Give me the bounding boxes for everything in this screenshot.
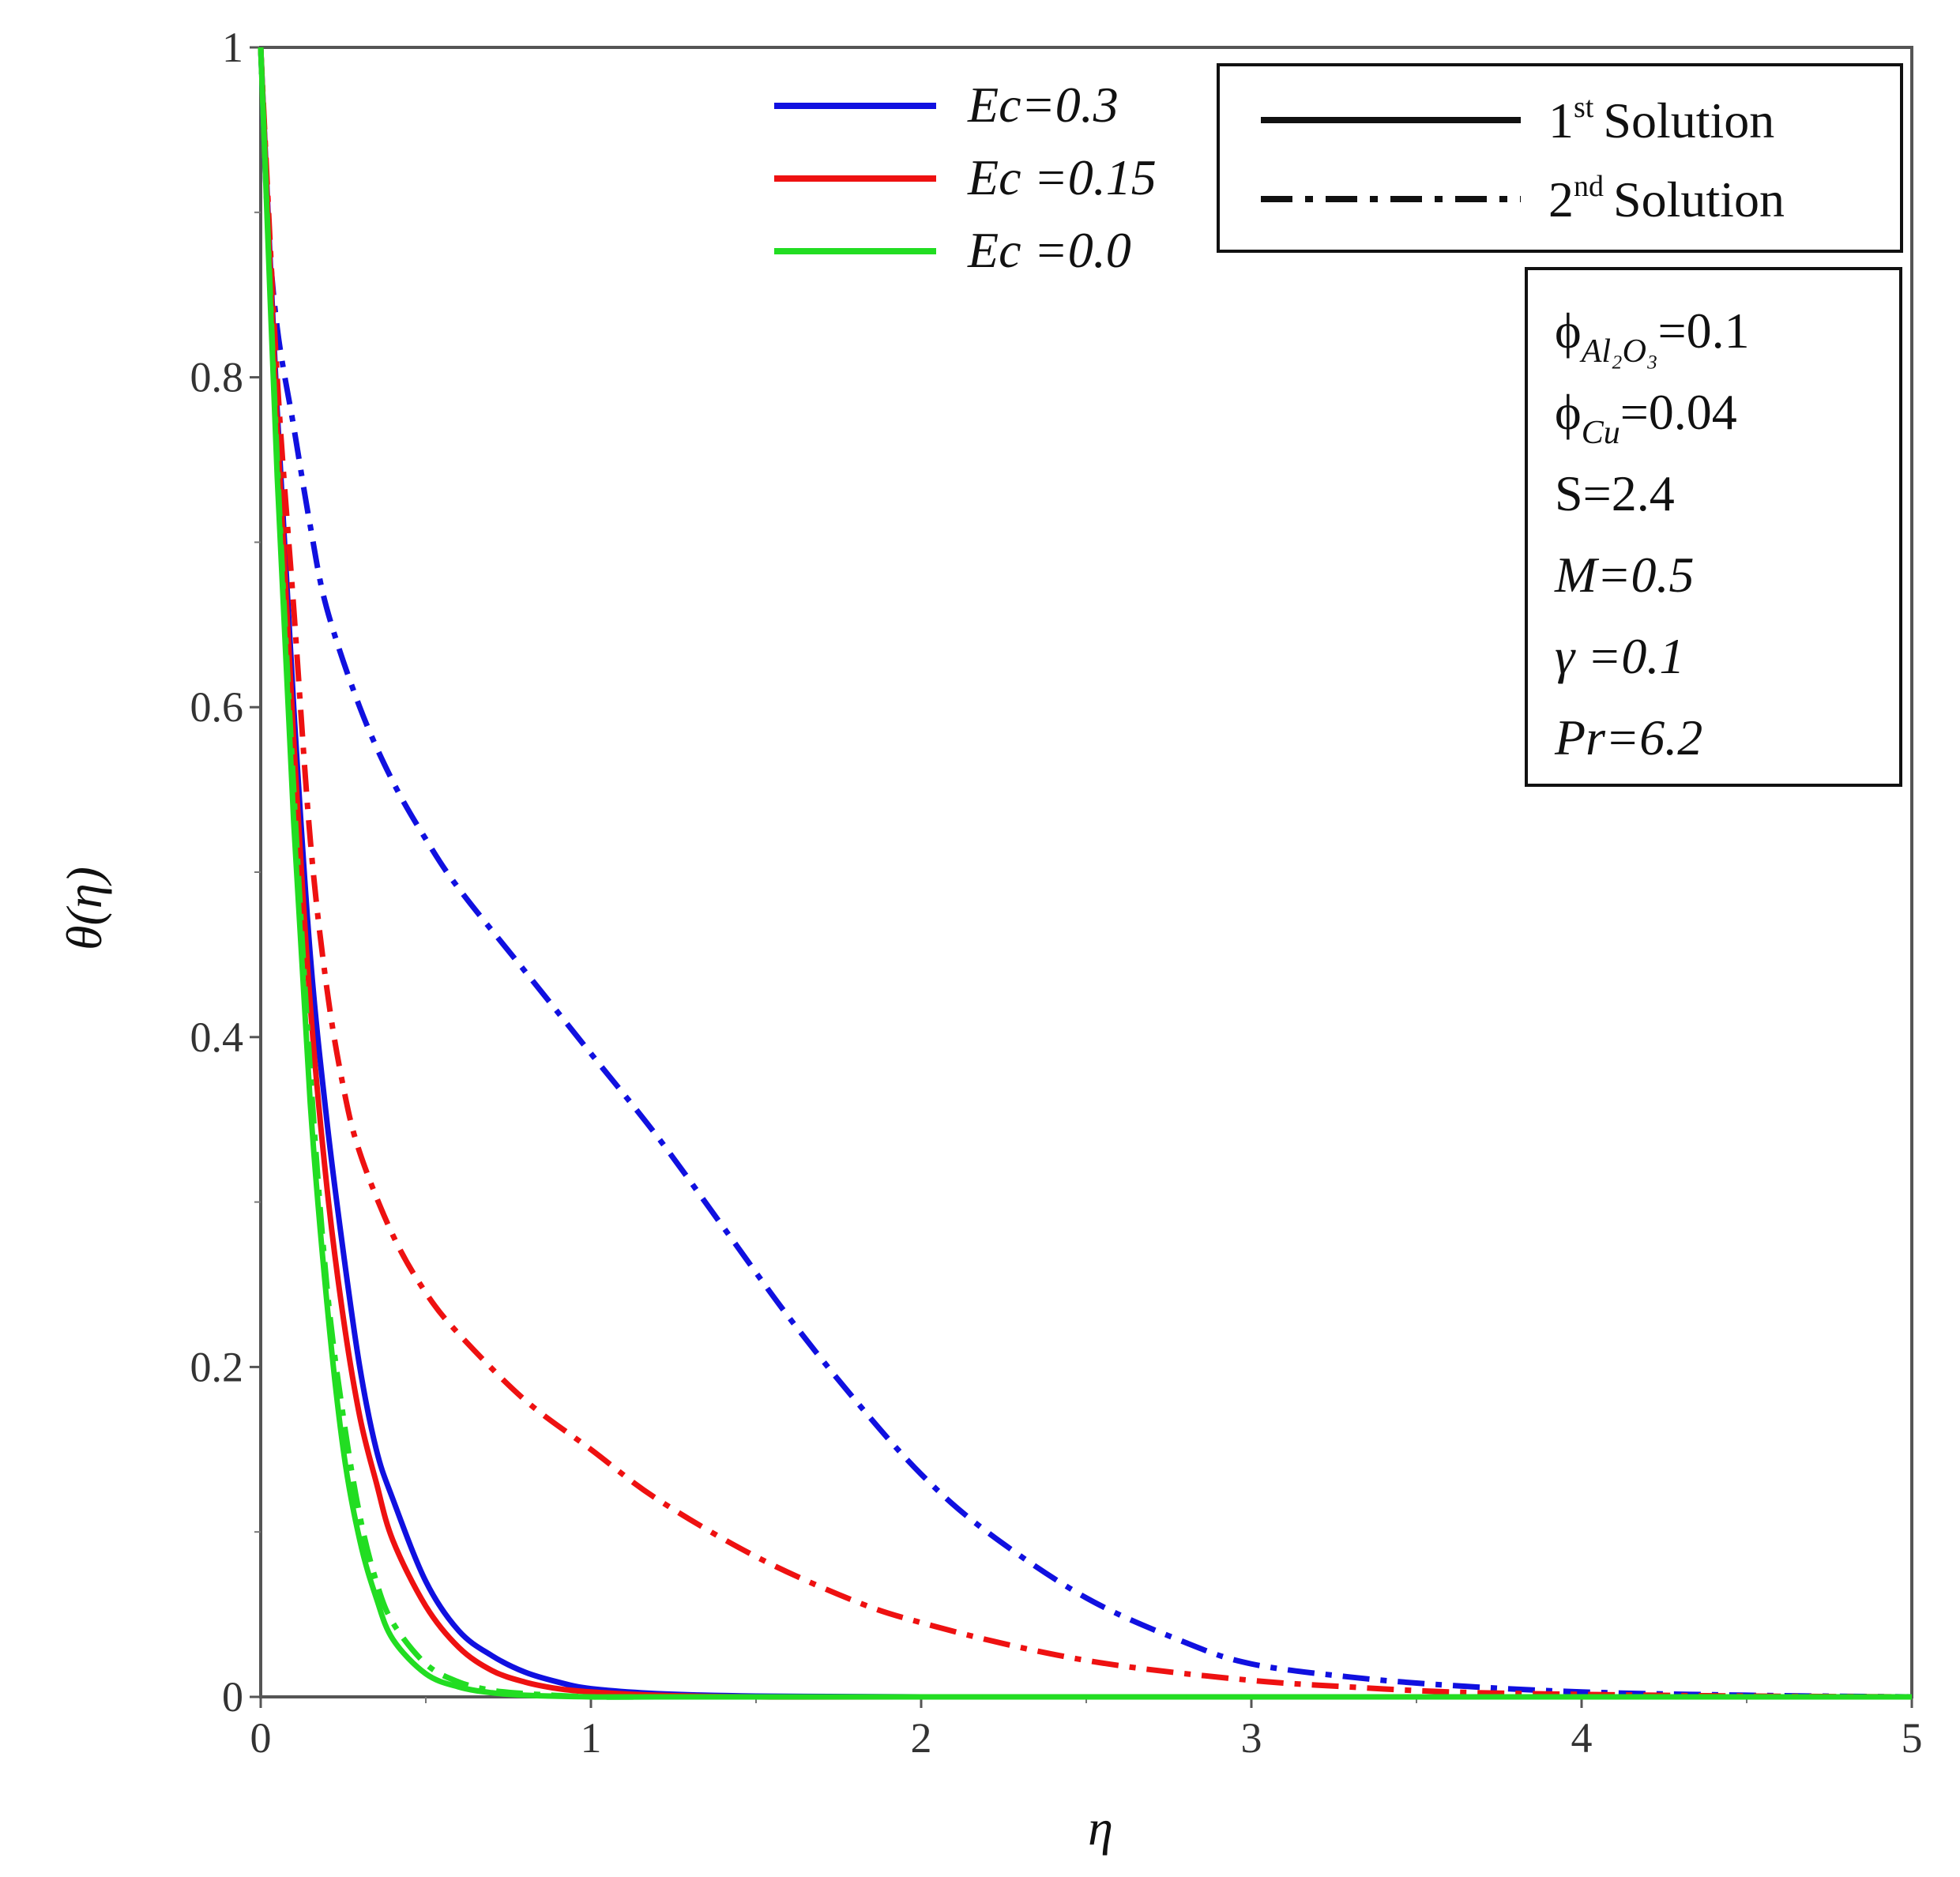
x-tick-label: 3 [1241, 1714, 1262, 1762]
parameter-label: M=0.5 [1554, 547, 1695, 603]
parameter-label: γ =0.1 [1555, 628, 1684, 684]
parameter-box: ϕAl₂O₃=0.1 ϕCu=0.04 S=2.4 M=0.5 γ =0.1 Pr=6.2 [1525, 267, 1902, 787]
y-tick-label: 0.2 [190, 1343, 244, 1390]
legend-solution: 1st Solution 2nd Solution [1217, 63, 1903, 253]
x-tick-label: 2 [911, 1714, 932, 1762]
x-axis-ticks: 0 1 2 3 4 5 [250, 1697, 1923, 1762]
parameter-label: Pr=6.2 [1554, 709, 1702, 765]
parameter-box-frame [1525, 267, 1902, 787]
series-layer [258, 47, 1913, 1700]
parameter-label: S=2.4 [1555, 465, 1675, 521]
legend-solution-box [1217, 63, 1903, 253]
x-tick-label: 4 [1571, 1714, 1593, 1762]
y-tick-label: 0.4 [190, 1014, 244, 1061]
series-line-Ec0-15-2nd [258, 47, 1913, 1700]
legend-ec: Ec=0.3 Ec =0.15 Ec =0.0 [774, 77, 1157, 278]
x-tick-label: 0 [250, 1714, 272, 1762]
y-tick-label: 0.6 [190, 683, 244, 731]
parameter-label: ϕAl₂O₃=0.1 [1555, 303, 1750, 370]
legend-solution-label: 2nd Solution [1548, 170, 1785, 228]
legend-solution-label: 1st Solution [1548, 91, 1774, 149]
y-tick-label: 0.8 [190, 354, 244, 401]
y-tick-label: 1 [222, 24, 243, 71]
series-line-Ec0-0-2nd [258, 47, 1912, 1700]
x-tick-label: 1 [581, 1714, 602, 1762]
x-axis-label: η [1088, 1800, 1113, 1856]
legend-ec-label: Ec=0.3 [967, 77, 1119, 133]
series-line-Ec0-3-2nd [258, 47, 1913, 1700]
y-axis-label: θ(η) [56, 867, 112, 950]
x-tick-label: 5 [1902, 1714, 1923, 1762]
y-axis-ticks: 0 0.2 0.4 0.6 0.8 1 [190, 24, 261, 1721]
legend-ec-label: Ec =0.0 [967, 222, 1131, 278]
legend-ec-label: Ec =0.15 [967, 149, 1157, 205]
parameter-label: ϕCu=0.04 [1555, 384, 1737, 451]
y-tick-label: 0 [222, 1673, 243, 1721]
